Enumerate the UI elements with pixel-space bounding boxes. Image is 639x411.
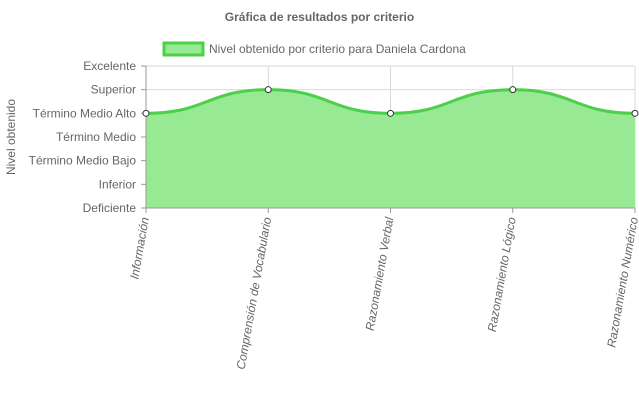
y-tick-label: Término Medio Bajo — [29, 154, 137, 168]
data-point[interactable] — [631, 109, 639, 117]
y-axis-title: Nivel obtenido — [4, 99, 18, 175]
x-tick-label: Comprensión de Vocabulario — [234, 216, 275, 371]
x-tick-label: Razonamiento Verbal — [363, 216, 397, 332]
data-point[interactable] — [509, 86, 517, 94]
y-tick-label: Término Medio — [56, 130, 136, 144]
series-area — [146, 89, 635, 208]
data-point[interactable] — [142, 109, 150, 117]
data-point[interactable] — [387, 109, 394, 117]
y-tick-label: Inferior — [99, 177, 136, 191]
data-points — [142, 86, 639, 117]
x-tick-label: Información — [127, 216, 152, 280]
legend[interactable]: Nivel obtenido por criterio para Daniela… — [162, 41, 466, 57]
chart-title: Gráfica de resultados por criterio — [225, 10, 414, 24]
legend-swatch[interactable] — [162, 41, 205, 57]
data-point[interactable] — [264, 86, 272, 94]
x-tick-label: Razonamiento Lógico — [485, 216, 519, 333]
y-tick-label: Deficiente — [83, 201, 137, 215]
x-tick-label: Razonamiento Numérico — [604, 216, 639, 349]
axes — [141, 65, 636, 213]
y-tick-label: Término Medio Alto — [33, 106, 137, 120]
y-tick-label: Excelente — [83, 59, 136, 73]
legend-label[interactable]: Nivel obtenido por criterio para Daniela… — [209, 42, 466, 56]
x-axis-ticks: Información Comprensión de Vocabulario Raz… — [127, 216, 639, 371]
y-axis-ticks: Deficiente Inferior Término Medio Bajo Térm… — [29, 59, 137, 215]
y-tick-label: Superior — [91, 83, 136, 97]
